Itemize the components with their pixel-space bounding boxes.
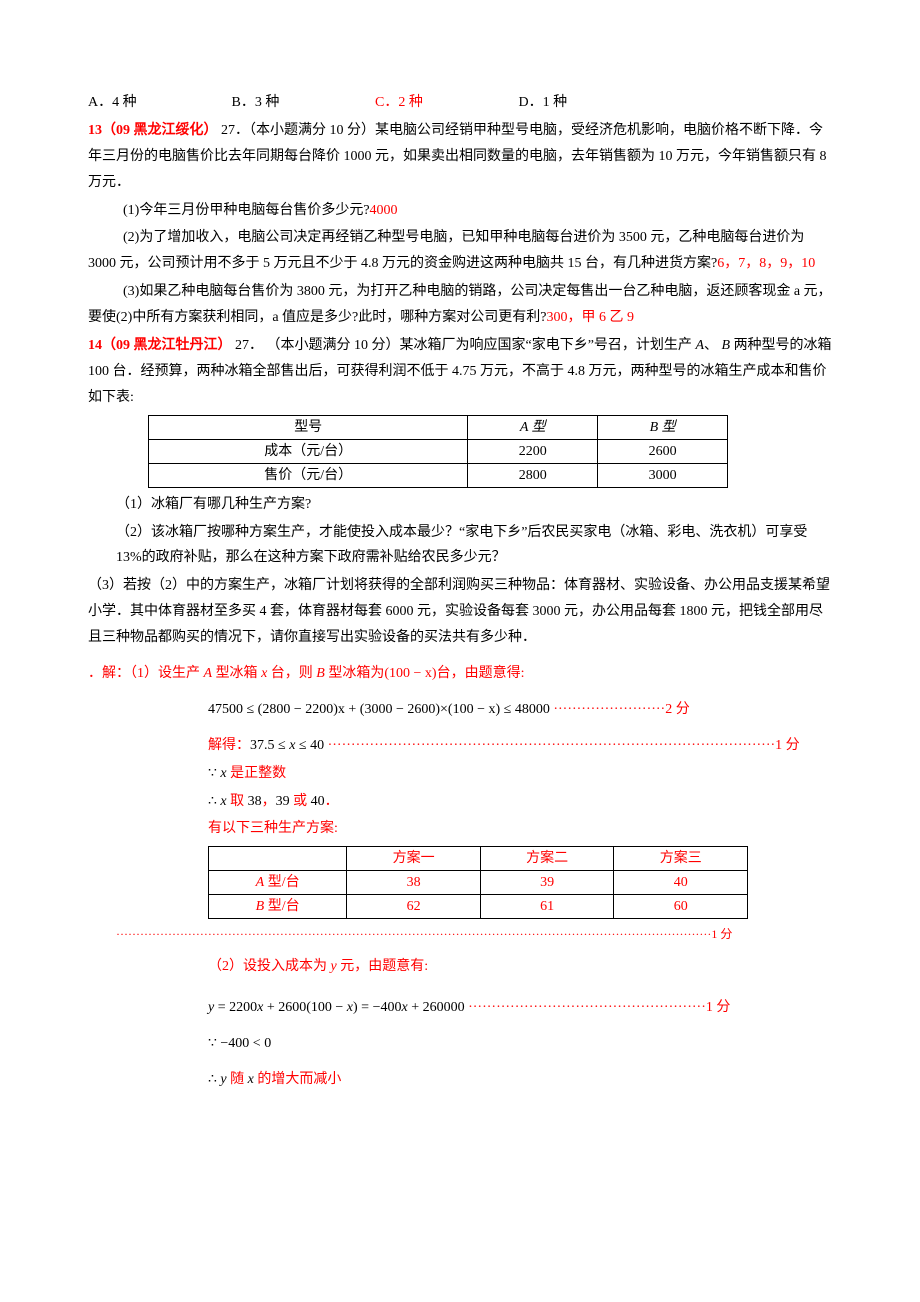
t2-r1c0: B 型/台 (209, 895, 347, 919)
problem-13: 13（09 黑龙江绥化） 27．（本小题满分 10 分）某电脑公司经销甲种型号电… (88, 118, 832, 196)
sol-so-x: ∴ x 取 38，39 或 40． (208, 789, 832, 815)
sol-since-neg: ∵ −400 < 0 (208, 1031, 832, 1057)
t2-r0c1: 38 (347, 871, 481, 895)
p13-a3: 300，甲 6 乙 9 (546, 310, 634, 325)
p14-q2: （2）该冰箱厂按哪种方案生产，才能使投入成本最少？“家电下乡”后农民买家电（冰箱… (116, 520, 832, 572)
t2-h2: 方案二 (480, 847, 614, 871)
t1-r1c0: 售价（元/台） (149, 463, 468, 487)
t1-r0c0: 成本（元/台） (149, 439, 468, 463)
p14-q3: （3）若按（2）中的方案生产，冰箱厂计划将获得的全部利润购买三种物品：体育器材、… (88, 573, 832, 651)
p13-tag: 13（09 黑龙江绥化） (88, 123, 218, 138)
sol-ineq: 47500 ≤ (2800 − 2200)x + (3000 − 2600)×(… (208, 697, 832, 723)
p13-a1: 4000 (370, 203, 398, 218)
sol-has-three: 有以下三种生产方案: (208, 816, 832, 842)
table-row: 型号 A 型 B 型 (149, 415, 728, 439)
p13-q1: (1)今年三月份甲种电脑每台售价多少元?4000 (88, 198, 832, 224)
p13-a2: 6，7，8，9，10 (717, 256, 815, 271)
table-row: 成本（元/台） 2200 2600 (149, 439, 728, 463)
problem-14: 14（09 黑龙江牡丹江） 27． （本小题满分 10 分）某冰箱厂为响应国家“… (88, 333, 832, 411)
t2-after-dots: ········································… (116, 923, 832, 945)
t2-h3: 方案三 (614, 847, 748, 871)
p14-lead: 27． （本小题满分 10 分）某冰箱厂为响应国家“家电下乡”号召，计划生产 (235, 338, 695, 353)
table-row: 方案一 方案二 方案三 (209, 847, 748, 871)
t2-r1c2: 61 (480, 895, 614, 919)
t2-h0 (209, 847, 347, 871)
t1-h1: A 型 (468, 415, 598, 439)
t1-r0c1: 2200 (468, 439, 598, 463)
t2-h1: 方案一 (347, 847, 481, 871)
choice-d: D．1 种 (519, 90, 659, 116)
p13-q3: (3)如果乙种电脑每台售价为 3800 元，为打开乙种电脑的销路，公司决定每售出… (88, 279, 832, 331)
t1-r0c2: 2600 (598, 439, 728, 463)
table-row: 售价（元/台） 2800 3000 (149, 463, 728, 487)
sol-part2-lead: （2）设投入成本为 y 元，由题意有: (208, 954, 832, 980)
t1-h0: 型号 (149, 415, 468, 439)
t2-r0c3: 40 (614, 871, 748, 895)
choice-a: A．4 种 (88, 90, 228, 116)
table-row: B 型/台 62 61 60 (209, 895, 748, 919)
sol-y-eq: y = 2200x + 2600(100 − x) = −400x + 2600… (208, 995, 832, 1021)
sol-solve: 解得：37.5 ≤ x ≤ 40 ·······················… (208, 733, 832, 759)
choice-c: C．2 种 (375, 90, 515, 116)
p13-q3-text: (3)如果乙种电脑每台售价为 3800 元，为打开乙种电脑的销路，公司决定每售出… (88, 279, 832, 331)
choice-b: B．3 种 (232, 90, 372, 116)
sol-lead: ．解：（1）设生产 A 型冰箱 x 台，则 B 型冰箱为(100 − x)台，由… (88, 661, 832, 687)
t1-h2: B 型 (598, 415, 728, 439)
p13-q2: (2)为了增加收入，电脑公司决定再经销乙种型号电脑，已知甲种电脑每台进价为 35… (88, 225, 832, 277)
t2-r1c1: 62 (347, 895, 481, 919)
t1-r1c1: 2800 (468, 463, 598, 487)
p13-q1-text: (1)今年三月份甲种电脑每台售价多少元? (123, 203, 370, 218)
p14-B: B (718, 338, 734, 353)
sol-since-x: ∵ x 是正整数 (208, 761, 832, 787)
mc-choices: A．4 种 B．3 种 C．2 种 D．1 种 (88, 90, 832, 116)
p14-table1: 型号 A 型 B 型 成本（元/台） 2200 2600 售价（元/台） 280… (148, 415, 728, 488)
p14-tag: 14（09 黑龙江牡丹江） (88, 338, 232, 353)
p14-A: A (695, 338, 704, 353)
t1-r1c2: 3000 (598, 463, 728, 487)
table-row: A 型/台 38 39 40 (209, 871, 748, 895)
p14-q1: （1）冰箱厂有哪几种生产方案? (116, 492, 832, 518)
sol-table2: 方案一 方案二 方案三 A 型/台 38 39 40 B 型/台 62 61 6… (208, 846, 748, 919)
sol-so-y: ∴ y 随 x 的增大而减小 (208, 1067, 832, 1093)
p13-q2-text: (2)为了增加收入，电脑公司决定再经销乙种型号电脑，已知甲种电脑每台进价为 35… (88, 225, 832, 277)
t2-r0c2: 39 (480, 871, 614, 895)
t2-r1c3: 60 (614, 895, 748, 919)
t2-r0c0: A 型/台 (209, 871, 347, 895)
